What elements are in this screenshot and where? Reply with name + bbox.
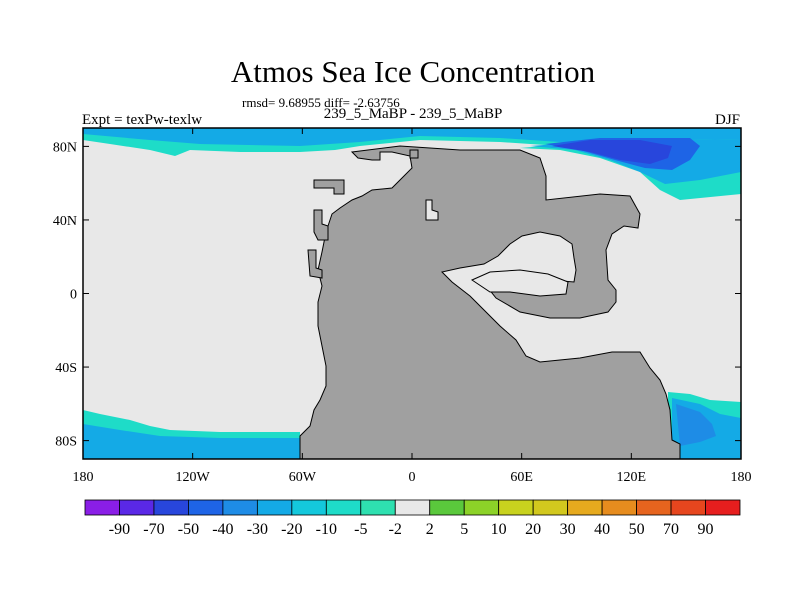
land-north-cape bbox=[409, 149, 419, 159]
colorbar-label: -2 bbox=[389, 521, 402, 538]
colorbar-swatch bbox=[119, 499, 155, 516]
stats-text: rmsd= 9.68955 diff= -2.63756 bbox=[242, 95, 400, 110]
y-tick-label: 80S bbox=[55, 435, 77, 450]
x-tick-label: 0 bbox=[409, 470, 416, 485]
land-hook-peninsula bbox=[313, 179, 345, 195]
colorbar-label: 20 bbox=[525, 521, 541, 538]
land-small-island bbox=[313, 209, 329, 241]
colorbar-label: 70 bbox=[663, 521, 679, 538]
y-tick-label: 40N bbox=[53, 214, 77, 229]
y-tick-label: 40S bbox=[55, 361, 77, 376]
colorbar-label: -5 bbox=[354, 521, 367, 538]
colorbar-swatch bbox=[463, 499, 500, 516]
colorbar-label: -30 bbox=[247, 521, 268, 538]
colorbar: -90 -70 -50 -40 -30 -20 -10 -5 -2 2 5 10 20 30 40 50 70 9… bbox=[84, 499, 741, 538]
colorbar-swatch bbox=[429, 499, 465, 516]
antarctic-ice-east-core bbox=[676, 404, 716, 446]
map-field bbox=[83, 128, 741, 459]
colorbar-label: -70 bbox=[143, 521, 164, 538]
x-tick-label: 120E bbox=[617, 470, 647, 485]
colorbar-swatch bbox=[153, 499, 189, 516]
colorbar-label: 50 bbox=[629, 521, 645, 538]
colorbar-label: 40 bbox=[594, 521, 610, 538]
season-label: DJF bbox=[714, 112, 740, 128]
colorbar-label: 10 bbox=[491, 521, 507, 538]
x-tick-label: 180 bbox=[73, 470, 94, 485]
x-tick-label: 60E bbox=[510, 470, 533, 485]
colorbar-swatch bbox=[291, 499, 327, 516]
colorbar-label: 5 bbox=[460, 521, 468, 538]
colorbar-label: 90 bbox=[698, 521, 714, 538]
colorbar-label: -40 bbox=[212, 521, 233, 538]
x-tick-label: 180 bbox=[731, 470, 752, 485]
x-tick-label: 120W bbox=[176, 470, 211, 485]
land-islet-north bbox=[425, 199, 439, 221]
antarctic-ice-west-inner bbox=[83, 424, 300, 459]
colorbar-swatch bbox=[498, 499, 534, 516]
colorbar-label: -50 bbox=[178, 521, 199, 538]
colorbar-swatch bbox=[188, 499, 224, 516]
axis-ticks: 180 120W 60W 0 60E 120E 180 80N 40N 0 40S 80S bbox=[53, 128, 752, 485]
land-supercontinent bbox=[299, 145, 681, 459]
colorbar-label: -20 bbox=[281, 521, 302, 538]
colorbar-swatch bbox=[567, 499, 603, 516]
colorbar-swatch bbox=[394, 499, 431, 516]
inland-sea-inner bbox=[470, 269, 569, 297]
x-tick-label: 60W bbox=[289, 470, 317, 485]
colorbar-label: 2 bbox=[426, 521, 434, 538]
colorbar-swatch bbox=[256, 499, 293, 516]
subtitle: 239_5_MaBP - 239_5_MaBP bbox=[323, 106, 503, 122]
colorbar-swatch bbox=[532, 499, 569, 516]
arctic-ice-darkest-core bbox=[552, 140, 672, 164]
colorbar-swatch bbox=[636, 499, 672, 516]
colorbar-label: 30 bbox=[560, 521, 576, 538]
colorbar-swatch bbox=[84, 499, 120, 516]
colorbar-label: -10 bbox=[316, 521, 337, 538]
y-tick-label: 80N bbox=[53, 140, 77, 155]
colorbar-swatch bbox=[670, 499, 706, 516]
land-small-island-2 bbox=[307, 249, 323, 279]
colorbar-swatch bbox=[360, 499, 396, 516]
colorbar-swatch bbox=[325, 499, 362, 516]
colorbar-label: -90 bbox=[109, 521, 130, 538]
experiment-label: Expt = texPw-texlw bbox=[82, 112, 203, 128]
colorbar-swatch bbox=[601, 499, 637, 516]
y-tick-label: 0 bbox=[70, 288, 77, 303]
colorbar-swatch bbox=[705, 499, 741, 516]
colorbar-swatch bbox=[222, 499, 258, 516]
map-title: Atmos Sea Ice Concentration bbox=[230, 54, 596, 89]
